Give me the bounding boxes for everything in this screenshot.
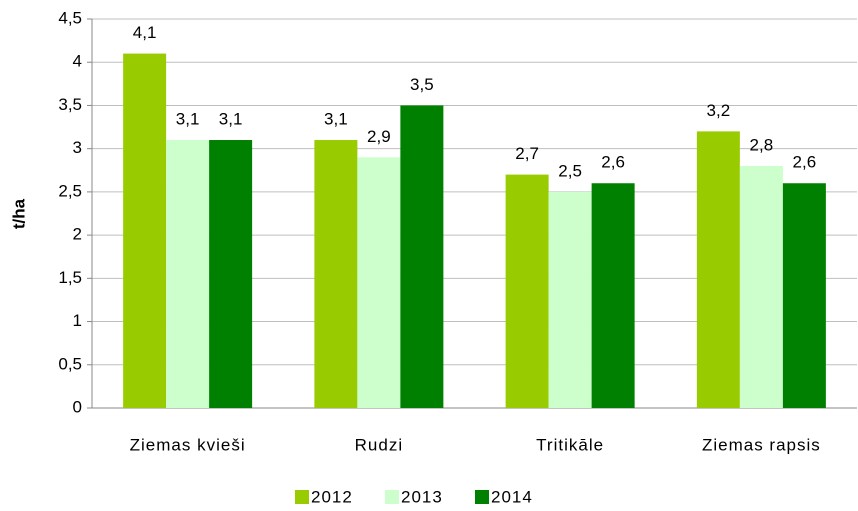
data-label: 3,1 bbox=[219, 110, 243, 129]
legend-swatch bbox=[385, 490, 399, 504]
bar bbox=[696, 131, 740, 408]
data-label: 2,6 bbox=[601, 153, 625, 172]
y-tick-label: 4,5 bbox=[58, 8, 82, 27]
data-label: 2,7 bbox=[515, 144, 539, 163]
legend-swatch bbox=[295, 490, 309, 504]
data-label: 2,5 bbox=[558, 161, 582, 180]
y-axis-label: t/ha bbox=[9, 198, 28, 229]
y-tick-label: 1,5 bbox=[58, 268, 82, 287]
y-tick-label: 2 bbox=[73, 225, 82, 244]
y-tick-label: 0,5 bbox=[58, 354, 82, 373]
y-tick-label: 0 bbox=[73, 397, 82, 416]
legend-swatch bbox=[475, 490, 489, 504]
legend-label: 2012 bbox=[311, 487, 353, 506]
bar bbox=[782, 183, 826, 408]
bar bbox=[357, 157, 401, 408]
data-label: 2,6 bbox=[793, 153, 817, 172]
data-label: 4,1 bbox=[133, 23, 157, 42]
legend-label: 2014 bbox=[491, 487, 533, 506]
y-tick-label: 4 bbox=[73, 52, 82, 71]
bar bbox=[209, 140, 253, 408]
data-label: 2,8 bbox=[750, 135, 774, 154]
data-label: 3,1 bbox=[324, 110, 348, 129]
y-tick-label: 1 bbox=[73, 311, 82, 330]
bar bbox=[505, 174, 549, 408]
x-tick-label: Ziemas kvieši bbox=[130, 435, 246, 454]
legend-label: 2013 bbox=[401, 487, 443, 506]
y-tick-label: 2,5 bbox=[58, 181, 82, 200]
y-tick-label: 3,5 bbox=[58, 95, 82, 114]
x-tick-label: Rudzi bbox=[355, 435, 403, 454]
data-label: 2,9 bbox=[367, 127, 391, 146]
bar bbox=[739, 165, 783, 408]
data-label: 3,1 bbox=[176, 110, 200, 129]
data-label: 3,2 bbox=[707, 101, 731, 120]
data-label: 3,5 bbox=[410, 75, 434, 94]
bar bbox=[400, 105, 444, 408]
y-tick-label: 3 bbox=[73, 138, 82, 157]
bar bbox=[166, 140, 210, 408]
x-tick-label: Ziemas rapsis bbox=[702, 435, 821, 454]
bar bbox=[314, 140, 358, 408]
bar bbox=[548, 191, 592, 408]
bar bbox=[591, 183, 635, 408]
bar bbox=[123, 53, 167, 408]
x-tick-label: Tritikāle bbox=[536, 435, 604, 454]
